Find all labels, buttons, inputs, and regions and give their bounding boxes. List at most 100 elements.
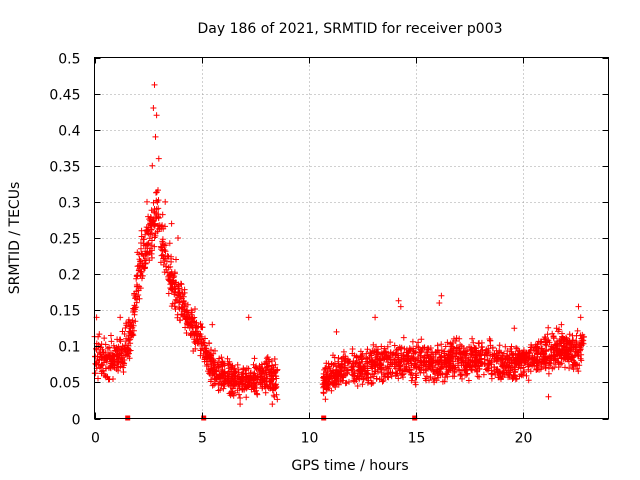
data-point [430, 369, 437, 375]
data-point [225, 373, 231, 380]
data-point [388, 373, 395, 380]
data-point [97, 351, 104, 358]
data-point [151, 243, 158, 250]
data-point [566, 365, 573, 372]
data-point [344, 369, 351, 376]
data-point [520, 347, 527, 354]
data-point [565, 358, 572, 365]
data-point [245, 365, 252, 372]
data-point [540, 360, 547, 367]
data-point [215, 387, 222, 394]
data-point [95, 375, 101, 382]
data-point [141, 265, 148, 272]
data-point [384, 355, 391, 362]
data-point [537, 366, 544, 373]
data-point [104, 345, 111, 352]
data-point [352, 360, 359, 367]
data-point [414, 355, 421, 362]
data-point [189, 332, 196, 339]
data-point [563, 334, 569, 341]
data-point [570, 345, 577, 351]
data-point [381, 345, 388, 352]
data-point [203, 345, 210, 352]
data-point [244, 383, 251, 390]
data-point [151, 223, 158, 230]
data-point [113, 366, 120, 373]
data-point [335, 355, 342, 361]
data-point [218, 361, 225, 368]
y-axis-label: SRMTID / TECUs [7, 182, 23, 295]
x-axis-label: GPS time / hours [291, 458, 408, 474]
data-point [556, 326, 563, 333]
data-point [577, 346, 584, 353]
data-point [207, 378, 214, 385]
data-point [119, 358, 126, 365]
data-point [462, 372, 469, 379]
data-point [206, 340, 213, 346]
data-point [216, 355, 223, 362]
data-point [554, 351, 560, 357]
data-point [395, 346, 402, 353]
data-point [550, 333, 557, 340]
data-point [409, 338, 416, 345]
data-point [445, 354, 452, 361]
data-point [141, 236, 147, 243]
data-point [436, 366, 443, 373]
data-point [546, 362, 552, 369]
data-point [422, 375, 429, 382]
data-point [153, 112, 160, 119]
data-point [349, 346, 356, 352]
data-point [240, 370, 247, 377]
data-point [114, 336, 121, 343]
data-point [578, 351, 585, 358]
data-point [218, 361, 225, 368]
data-point [189, 309, 196, 316]
data-point [162, 248, 169, 255]
data-point [153, 189, 159, 196]
data-point [164, 252, 171, 259]
data-point [560, 350, 567, 357]
data-point [496, 342, 503, 349]
data-point [548, 356, 555, 363]
data-point [425, 355, 432, 362]
data-point [364, 346, 371, 353]
data-point [160, 225, 167, 232]
data-point [326, 373, 333, 380]
data-point [133, 293, 140, 300]
data-point [399, 371, 406, 378]
data-point [441, 364, 447, 371]
data-point [192, 345, 199, 352]
data-point [504, 355, 511, 362]
data-point [219, 366, 226, 373]
data-point [418, 336, 425, 343]
data-point [487, 337, 494, 344]
data-point [190, 328, 197, 335]
data-point [419, 345, 426, 352]
data-point [194, 340, 201, 347]
data-point [121, 331, 128, 337]
data-point [123, 320, 130, 327]
data-point [557, 352, 564, 359]
data-point [182, 300, 189, 307]
data-point [168, 255, 174, 262]
data-point [107, 364, 114, 371]
data-point [176, 290, 183, 297]
data-point [378, 376, 385, 383]
data-point [327, 380, 333, 387]
data-point [253, 365, 260, 372]
data-point [152, 133, 159, 140]
y-tick-label: 0.5 [58, 52, 80, 68]
data-point [126, 337, 132, 344]
data-point [168, 280, 175, 287]
data-point [136, 267, 142, 274]
data-point [137, 285, 144, 292]
data-point [349, 360, 356, 367]
data-point [322, 396, 329, 403]
data-point [574, 327, 581, 334]
data-point [237, 376, 244, 383]
data-point [449, 365, 456, 372]
data-point [430, 376, 437, 382]
data-point [130, 327, 137, 334]
data-point [368, 352, 375, 359]
data-point [251, 355, 258, 362]
